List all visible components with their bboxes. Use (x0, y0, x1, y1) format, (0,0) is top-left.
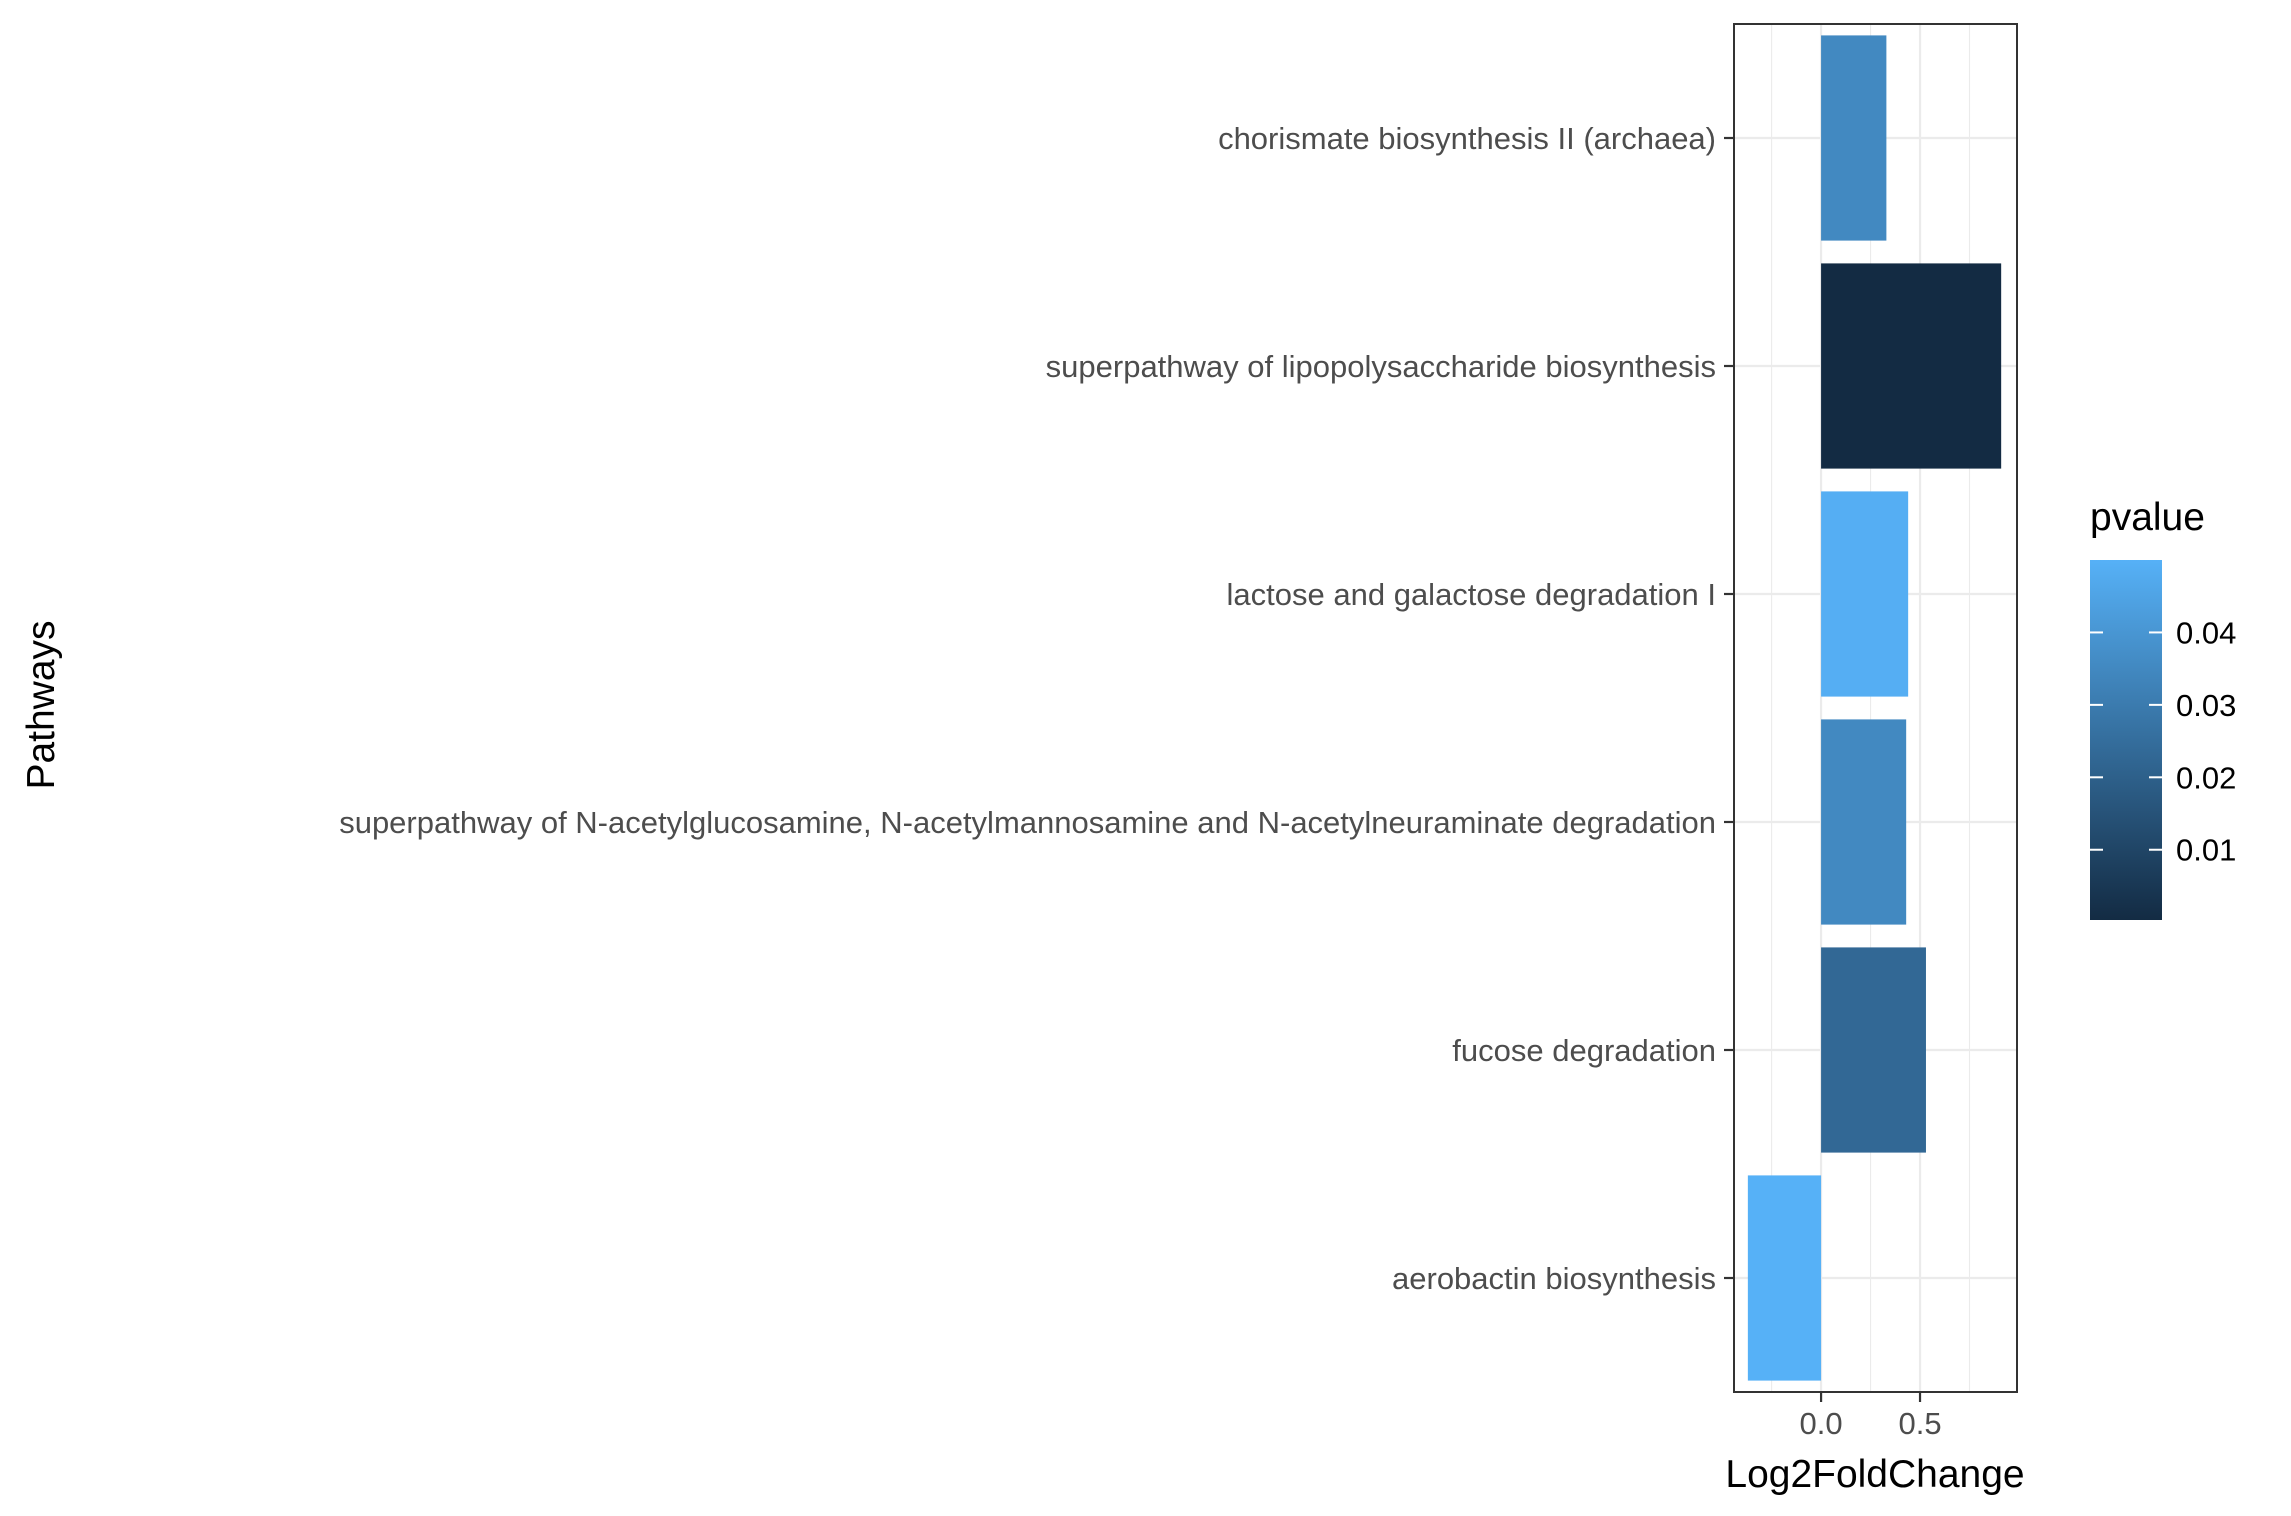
y-tick-label: chorismate biosynthesis II (archaea) (1218, 121, 1716, 156)
bar (1821, 947, 1926, 1153)
legend: pvalue 0.01 0.02 0.03 0.04 (2090, 496, 2236, 920)
y-tick-label: lactose and galactose degradation I (1227, 577, 1716, 612)
legend-tick-label: 0.03 (2176, 688, 2236, 723)
legend-tick-label: 0.01 (2176, 833, 2236, 868)
y-tick-label: aerobactin biosynthesis (1392, 1261, 1716, 1296)
y-tick-label: superpathway of N-acetylglucosamine, N-a… (339, 805, 1716, 840)
y-tick-label: fucose degradation (1452, 1033, 1716, 1068)
legend-title: pvalue (2090, 496, 2205, 539)
bars (1747, 35, 2002, 1381)
y-tick-label: superpathway of lipopolysaccharide biosy… (1046, 349, 1716, 384)
legend-tick-label: 0.02 (2176, 760, 2236, 795)
y-axis: chorismate biosynthesis II (archaea) supe… (339, 121, 1734, 1296)
x-axis: 0.0 0.5 (1800, 1392, 1942, 1441)
bar (1821, 263, 2002, 469)
legend-colorbar (2090, 560, 2162, 920)
legend-tick-label: 0.04 (2176, 615, 2236, 650)
x-axis-title: Log2FoldChange (1725, 1453, 2024, 1496)
bar (1747, 1175, 1822, 1381)
bar (1821, 719, 1907, 925)
bar (1821, 491, 1909, 697)
y-axis-title: Pathways (20, 620, 63, 789)
legend-ticks: 0.01 0.02 0.03 0.04 (2090, 615, 2236, 868)
panel-border (1733, 23, 2018, 1393)
x-tick-label: 0.5 (1898, 1406, 1941, 1441)
bar (1821, 35, 1887, 241)
x-tick-label: 0.0 (1800, 1406, 1843, 1441)
